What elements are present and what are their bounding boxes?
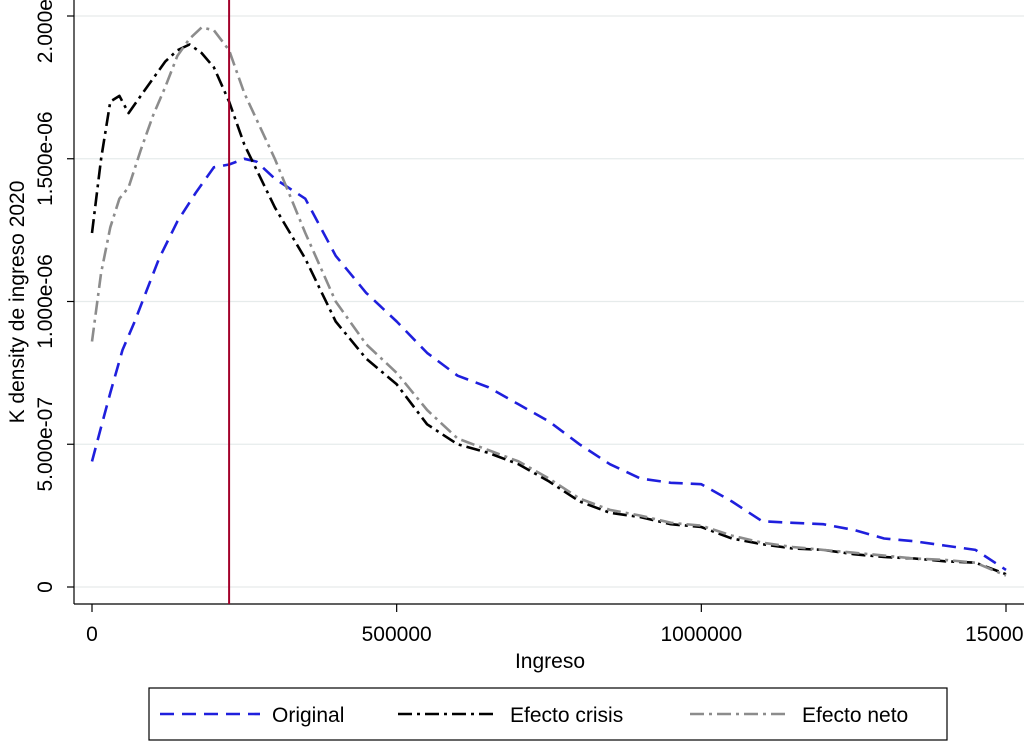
x-axis-label: Ingreso (515, 650, 585, 673)
legend-label-0: Original (272, 704, 344, 727)
x-tick-label-0: 0 (86, 623, 98, 646)
gridlines (74, 15, 1024, 588)
legend: Original Efecto crisis Efecto neto (148, 687, 948, 741)
y-tick-label-3: 1.500e-06 (34, 111, 57, 206)
y-tick-label-2: 1.000e-06 (34, 254, 57, 349)
series-line-original (90, 157, 1007, 571)
x-tick-label-1: 500000 (362, 623, 432, 646)
y-axis-label: K density de ingreso 2020 (6, 181, 29, 424)
x-tick-label-2: 1000000 (660, 623, 742, 646)
legend-label-2: Efecto neto (802, 704, 908, 727)
x-ticks: 0 500000 1000000 1500000 (86, 604, 1024, 646)
y-ticks: 0 5.000e-07 1.000e-06 1.500e-06 2.000e-06 (34, 0, 74, 593)
y-tick-label-0: 0 (34, 581, 57, 593)
y-tick-label-4: 2.000e-06 (34, 0, 57, 63)
x-tick-label-3: 1500000 (965, 623, 1024, 646)
y-tick-label-1: 5.000e-07 (34, 397, 57, 492)
series-line-efecto-neto (90, 26, 1007, 577)
series-line-efecto-crisis (90, 43, 1007, 576)
series-lines (90, 26, 1007, 577)
legend-box (148, 687, 948, 741)
legend-label-1: Efecto crisis (510, 704, 623, 727)
